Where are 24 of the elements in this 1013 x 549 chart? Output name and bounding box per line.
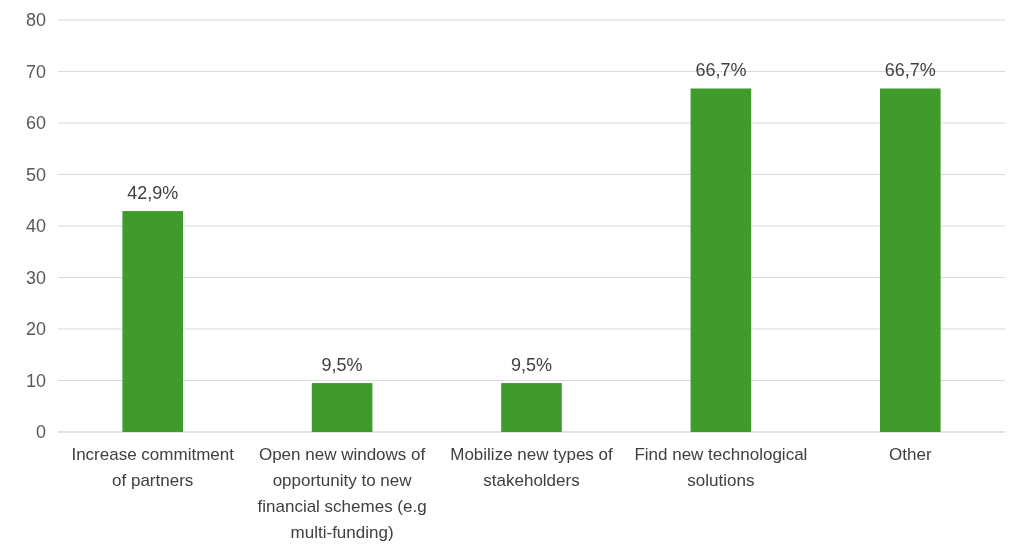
y-tick-label: 50 [25, 164, 46, 185]
x-tick-label: Increase commitment of partners [71, 445, 235, 490]
y-tick-label: 0 [35, 422, 46, 443]
x-tick-label: Open new windows of opportunity to new financial schemes (e.g multi-funding) [257, 445, 427, 542]
y-tick-label: 20 [25, 319, 46, 340]
y-tick-label: 70 [25, 61, 46, 82]
data-label: 9,5% [510, 355, 553, 376]
bar [122, 211, 183, 432]
data-label: 66,7% [884, 60, 936, 81]
data-label: 66,7% [695, 60, 747, 81]
x-tick-label: Other [889, 445, 932, 464]
bar [880, 88, 941, 432]
y-tick-label: 10 [25, 370, 46, 391]
y-tick-label: 60 [25, 113, 46, 134]
x-tick-label: Find new technological solutions [634, 445, 808, 490]
y-tick-label: 30 [25, 267, 46, 288]
bar [690, 88, 752, 432]
bar [311, 383, 373, 432]
bar [501, 383, 562, 432]
y-tick-label: 80 [25, 10, 46, 31]
data-label: 9,5% [321, 355, 363, 376]
y-tick-label: 40 [25, 216, 46, 237]
x-tick-label: Mobilize new types of stakeholders [450, 445, 614, 490]
data-label: 42,9% [127, 183, 179, 204]
